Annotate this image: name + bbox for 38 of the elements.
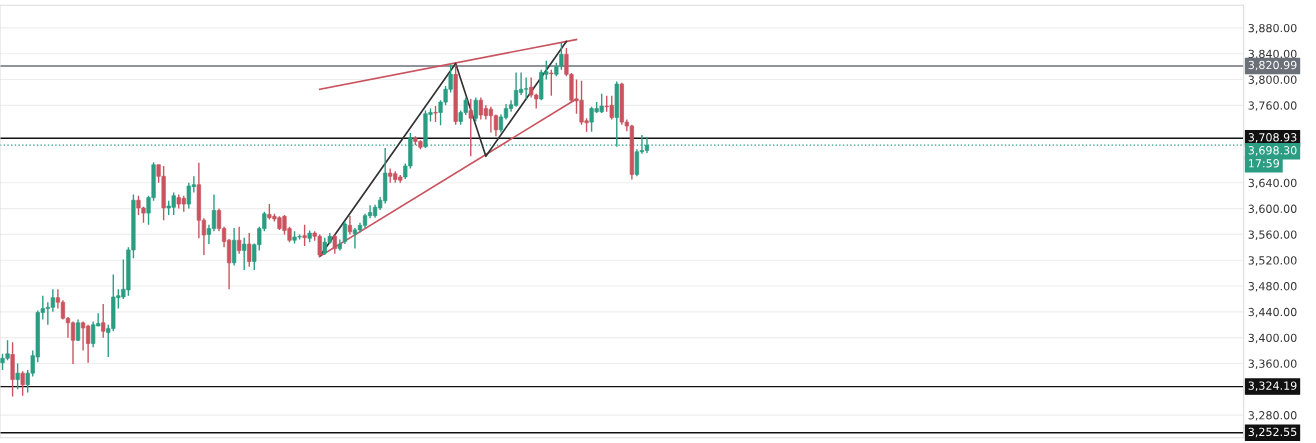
candlestick: [302, 224, 307, 247]
y-tick-label: 3,880.00: [1248, 23, 1297, 34]
y-tick-label: 3,440.00: [1248, 307, 1297, 318]
ref-line-label: 3,820.99: [1248, 60, 1297, 71]
y-tick-label: 3,600.00: [1248, 204, 1297, 215]
y-tick-label: 3,640.00: [1248, 178, 1297, 189]
candlestick: [332, 233, 337, 255]
candlestick: [20, 370, 25, 397]
y-tick-label: 3,400.00: [1248, 333, 1297, 344]
ref-line-label: 3,708.93: [1248, 133, 1297, 143]
ref-line-label: 3,698.30: [1248, 146, 1297, 156]
candlestick: [101, 303, 106, 339]
y-tick-label: 3,840.00: [1248, 49, 1297, 60]
candlestick: [70, 320, 76, 365]
y-tick-label: 3,760.00: [1248, 101, 1297, 111]
y-tick-label: 3,520.00: [1248, 256, 1297, 266]
candlestick: [247, 232, 252, 268]
ref-line-label: 3,324.19: [1248, 381, 1297, 391]
candlestick: [242, 236, 247, 271]
y-tick-label: 3,280.00: [1248, 411, 1297, 421]
y-tick-label: 3,560.00: [1248, 230, 1297, 240]
candlestick: [237, 225, 242, 255]
candlestick: [473, 96, 478, 123]
candlestick: [352, 227, 358, 250]
line-series: [318, 40, 568, 258]
candlestick: [232, 227, 237, 267]
candlestick: [15, 362, 20, 390]
text: 17:59: [1249, 159, 1280, 168]
candlestick: [549, 69, 554, 97]
y-tick-label: 3,480.00: [1248, 282, 1297, 292]
candlestick: [468, 98, 473, 158]
candlestick: [75, 318, 81, 342]
candlestick: [347, 214, 353, 236]
candlestick: [211, 193, 217, 232]
candlestick: [634, 148, 640, 178]
y-tick-label: 3,360.00: [1248, 359, 1297, 369]
ref-line-label: 3,252.55: [1248, 427, 1297, 438]
y-tick-label: 3,800.00: [1248, 75, 1297, 86]
